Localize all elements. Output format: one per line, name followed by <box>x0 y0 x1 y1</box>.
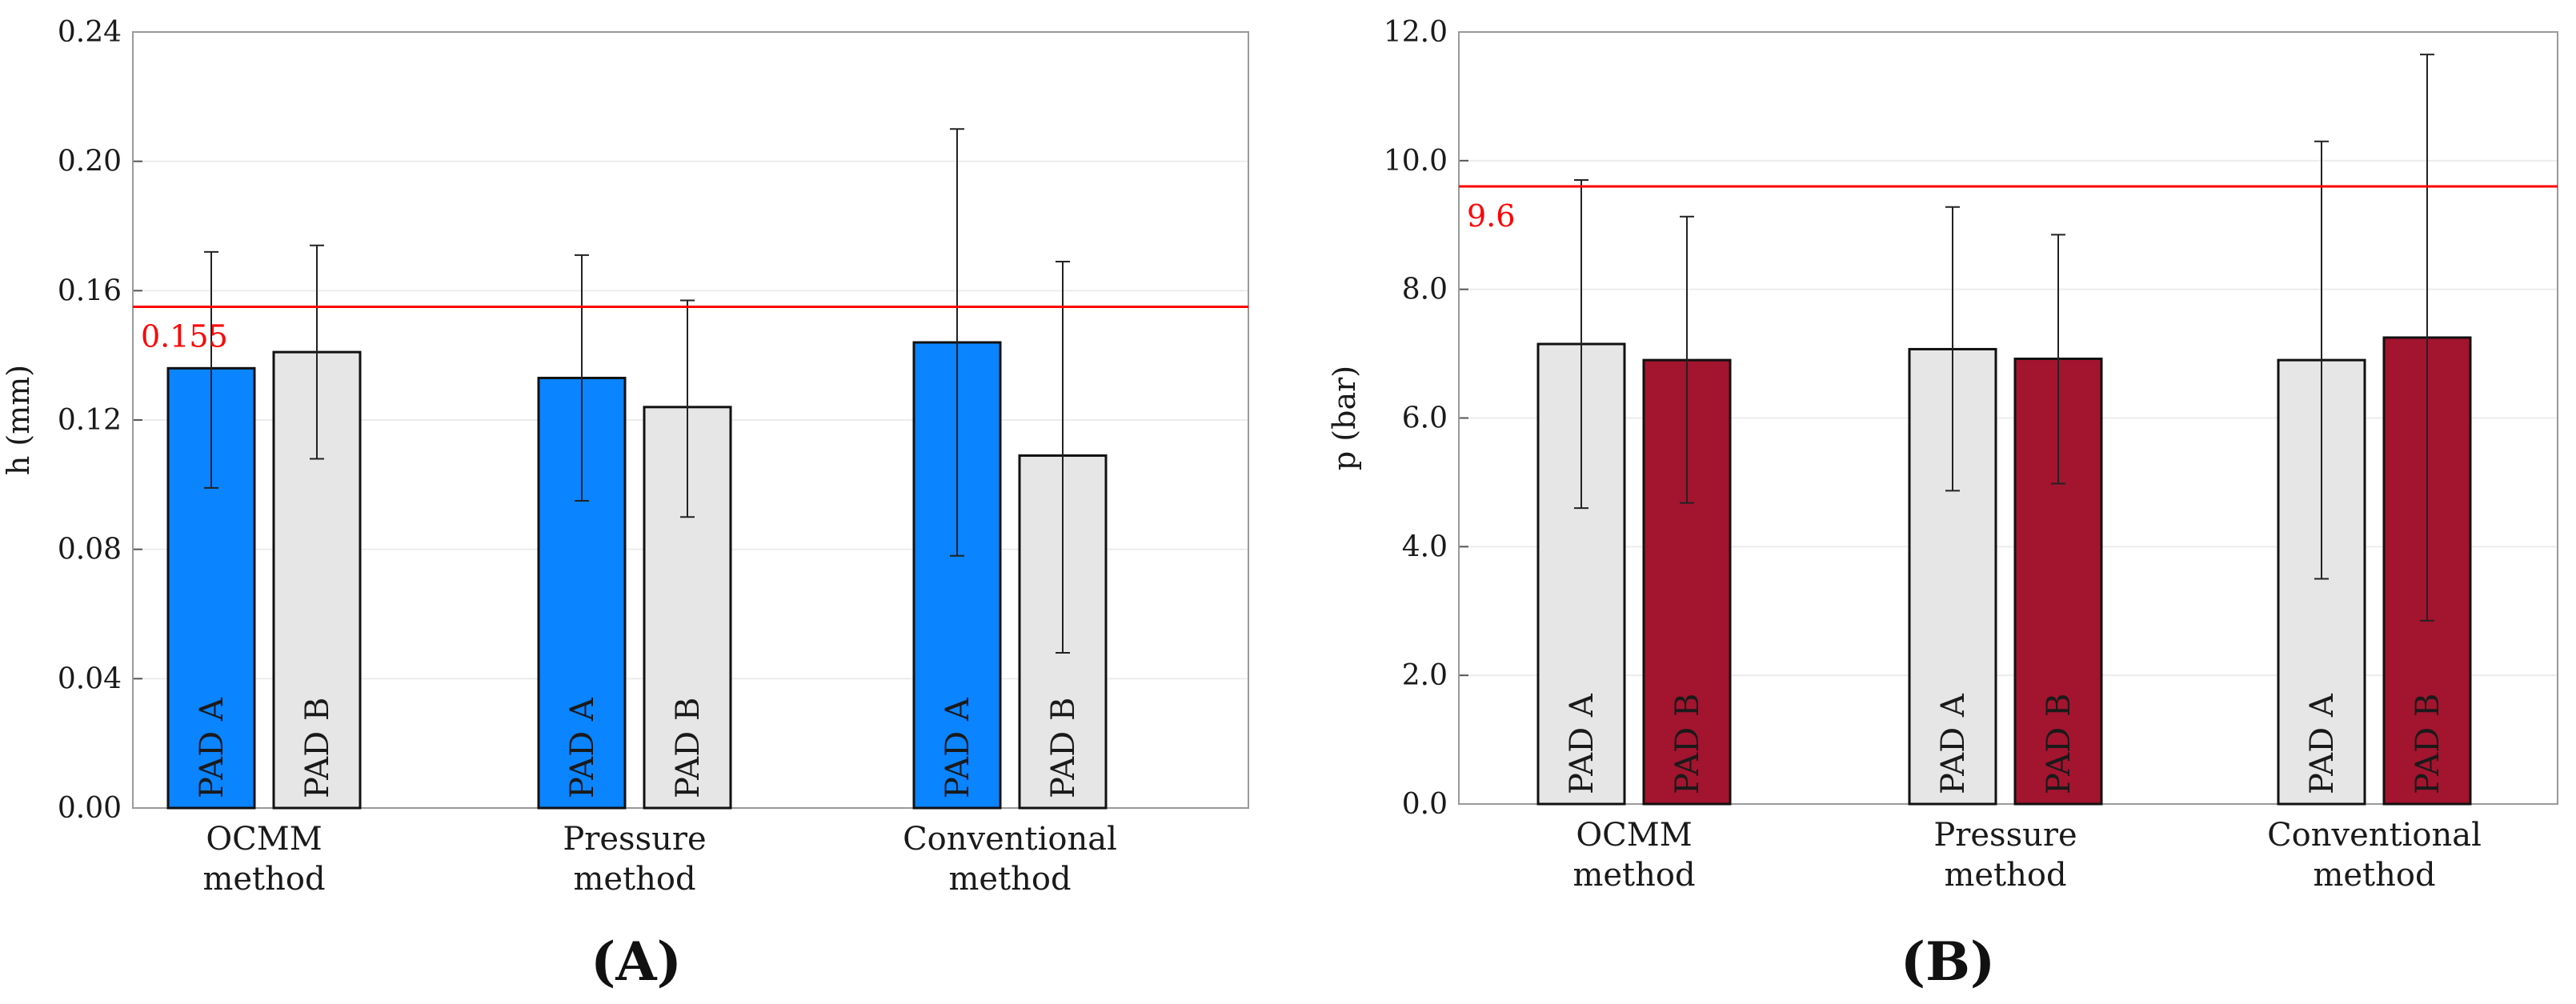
y-tick-label: 0.0 <box>1402 788 1448 821</box>
category-label: method <box>1944 857 2066 894</box>
y-tick-label: 0.16 <box>58 274 122 307</box>
y-tick-label: 0.20 <box>58 146 122 178</box>
y-axis-title: p (bar) <box>1327 366 1362 470</box>
y-tick-label: 8.0 <box>1402 274 1448 306</box>
bar-label: PAD B <box>1045 698 1082 798</box>
panel-label: (A) <box>591 930 682 993</box>
category-label: Conventional <box>2267 817 2482 854</box>
plot-frame <box>1458 31 2558 805</box>
y-tick-label: 4.0 <box>1402 530 1448 563</box>
bar-label: PAD A <box>2304 693 2341 794</box>
category-label: OCMM <box>206 821 322 858</box>
bar-label: PAD A <box>1935 693 1972 794</box>
category-label: method <box>948 861 1071 898</box>
bar-label: PAD B <box>670 698 707 798</box>
reference-line-label: 9.6 <box>1467 198 1515 234</box>
y-tick-label: 0.12 <box>58 404 122 437</box>
bar-label: PAD A <box>939 697 976 798</box>
bar-label: PAD A <box>194 697 230 798</box>
category-label: Pressure <box>1933 817 2077 854</box>
chart-panel-a: 0.00 0.04 0.08 0.12 0.16 0.20 0.24 h (mm) PAD A P… <box>1 16 1249 993</box>
category-label: OCMM <box>1576 817 1692 854</box>
y-tick-label: 0.24 <box>58 16 122 49</box>
category-label: method <box>202 861 325 898</box>
y-tick-label: 2.0 <box>1402 659 1448 692</box>
category-label: Conventional <box>903 821 1117 858</box>
bar-label: PAD B <box>2041 694 2077 794</box>
y-tick-label: 0.04 <box>58 662 122 695</box>
bar-label: PAD B <box>299 698 336 798</box>
bar-label: PAD B <box>2410 694 2446 794</box>
y-tick-label: 0.00 <box>58 792 122 825</box>
chart-panel-b: 0.0 2.0 4.0 6.0 8.0 10.0 12.0 p (bar) PAD A PAD B… <box>1327 16 2558 993</box>
category-label: Pressure <box>563 821 706 858</box>
y-tick-label: 10.0 <box>1384 145 1448 178</box>
category-label: method <box>2313 857 2435 894</box>
y-tick-label: 12.0 <box>1384 16 1448 49</box>
reference-line-label: 0.155 <box>141 319 228 354</box>
y-tick-label: 6.0 <box>1402 402 1448 435</box>
y-axis-title: h (mm) <box>1 365 36 475</box>
bar-label: PAD A <box>564 697 601 798</box>
panel-label: (B) <box>1901 930 1995 993</box>
bar-label: PAD A <box>1564 693 1600 794</box>
category-label: method <box>1572 857 1695 894</box>
category-label: method <box>573 861 695 898</box>
bar-label: PAD B <box>1669 694 1706 794</box>
y-tick-label: 0.08 <box>58 534 122 566</box>
